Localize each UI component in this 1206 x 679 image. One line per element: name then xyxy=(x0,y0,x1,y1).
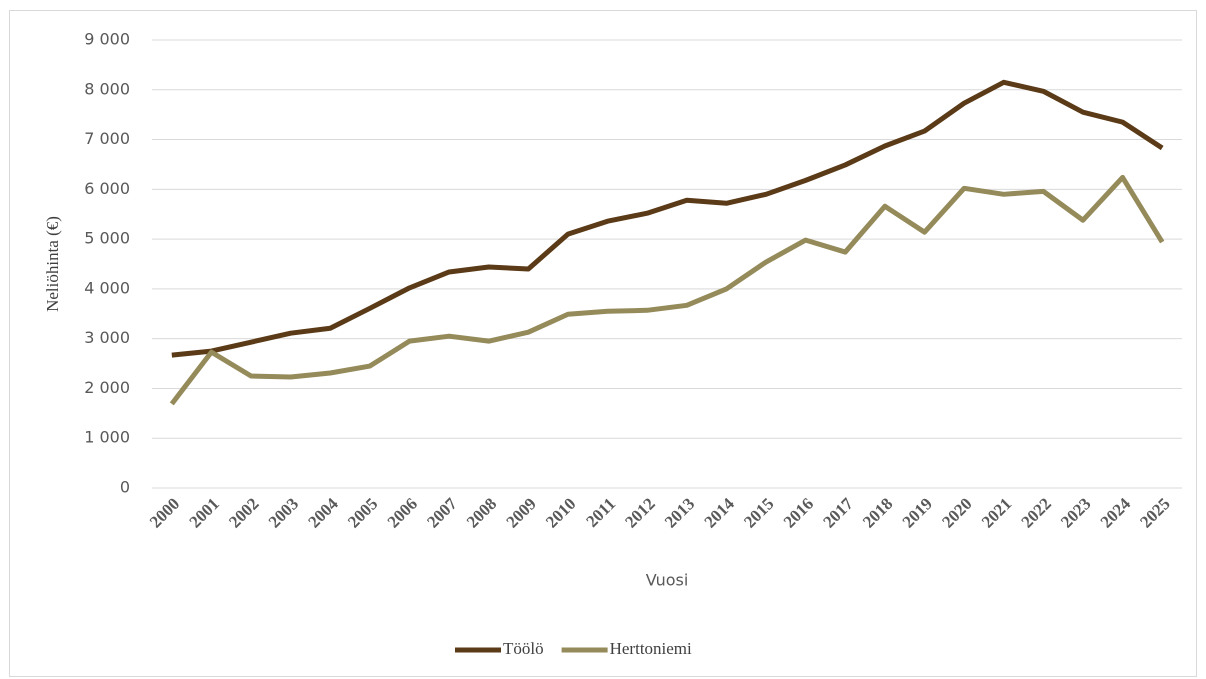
y-tick-label: 5 000 xyxy=(84,229,130,248)
y-tick-label: 6 000 xyxy=(84,179,130,198)
y-tick-label: 7 000 xyxy=(84,129,130,148)
y-tick-label: 1 000 xyxy=(84,428,130,447)
y-tick-label: 4 000 xyxy=(84,278,130,297)
legend-label: Herttoniemi xyxy=(610,639,692,658)
y-tick-label: 0 xyxy=(120,478,130,497)
y-tick-label: 2 000 xyxy=(84,378,130,397)
x-axis-title: Vuosi xyxy=(646,571,689,590)
series-line xyxy=(171,79,1164,358)
series-line xyxy=(169,174,1165,406)
legend-label: Töölö xyxy=(503,639,544,658)
chart-frame xyxy=(9,10,1197,677)
y-tick-label: 8 000 xyxy=(84,79,130,98)
y-tick-label: 9 000 xyxy=(84,30,130,49)
y-tick-label: 3 000 xyxy=(84,328,130,347)
y-axis-title: Neliöhinta (€) xyxy=(43,216,62,312)
